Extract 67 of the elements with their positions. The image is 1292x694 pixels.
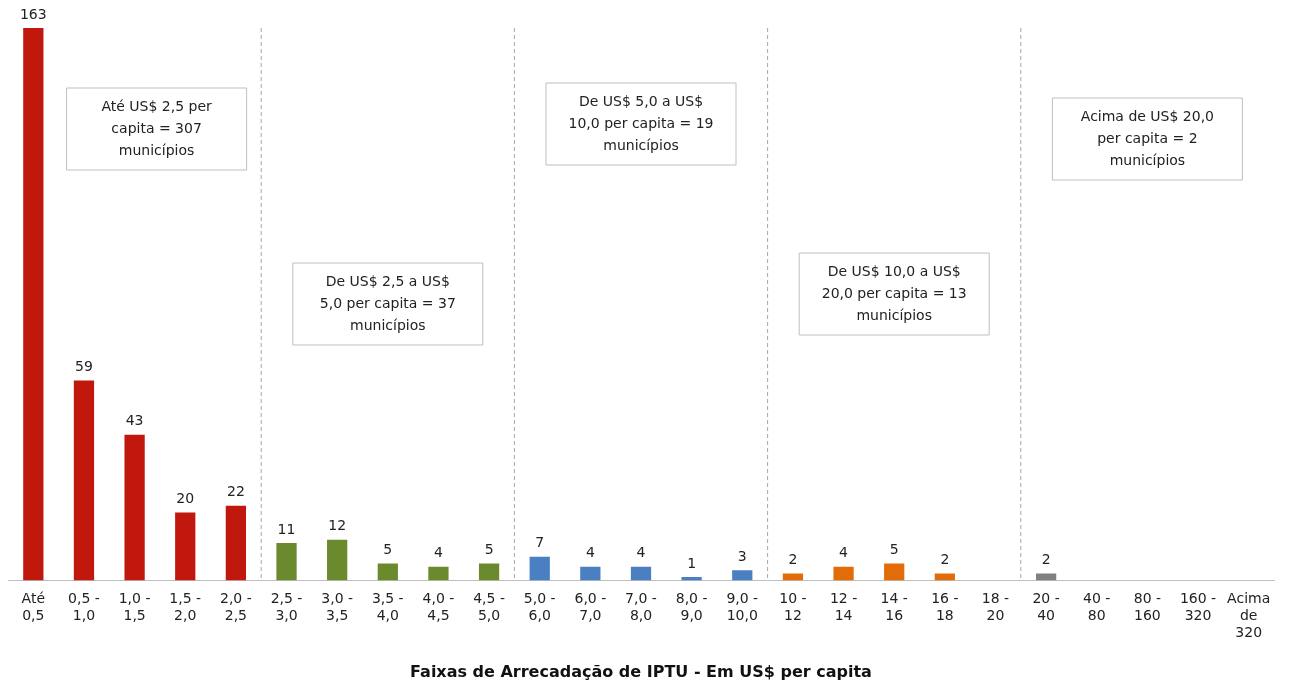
- x-tick-label: 14 - 16: [880, 590, 908, 624]
- x-tick-label: 20 - 40: [1032, 590, 1060, 624]
- bar: [580, 566, 601, 581]
- bar: [884, 563, 905, 581]
- x-tick-label: 3,0 - 3,5: [321, 590, 354, 624]
- bar: [529, 556, 550, 581]
- bar: [73, 380, 95, 581]
- data-label: 59: [75, 358, 93, 375]
- bar: [428, 566, 449, 581]
- annotation: De US$ 10,0 a US$ 20,0 per capita = 13 municípios: [821, 262, 967, 323]
- bar: [630, 566, 652, 581]
- bar: [124, 434, 145, 581]
- data-label: 22: [226, 483, 245, 500]
- x-tick-label: 40 - 80: [1083, 590, 1111, 624]
- x-tick-label: 0,5 - 1,0: [68, 590, 100, 624]
- data-label: 7: [535, 534, 545, 551]
- x-tick-label: Acima de 320: [1227, 590, 1271, 641]
- x-tick-label: 1,0 - 1,5: [118, 590, 151, 624]
- x-tick-label: 8,0 - 9,0: [675, 590, 708, 624]
- x-tick-label: 4,0 - 4,5: [422, 590, 455, 624]
- data-label: 2: [788, 551, 798, 568]
- bar: [833, 566, 854, 581]
- bar: [225, 505, 247, 581]
- x-tick-label: 2,5 - 3,0: [270, 590, 303, 624]
- annotation: Acima de US$ 20,0 per capita = 2 municípios: [1080, 107, 1214, 168]
- bar: [276, 543, 297, 581]
- data-label: 12: [328, 517, 347, 534]
- data-label: 4: [433, 544, 443, 561]
- bar: [23, 28, 44, 581]
- data-label: 20: [176, 490, 195, 507]
- x-tick-label: 4,5 - 5,0: [473, 590, 505, 624]
- data-label: 4: [839, 544, 849, 561]
- x-tick-label: 160 - 320: [1179, 590, 1217, 624]
- x-tick-label: 80 - 160: [1133, 590, 1162, 624]
- x-tick-label: 9,0 - 10,0: [726, 590, 759, 624]
- bar: [377, 563, 398, 581]
- x-tick-label: 7,0 - 8,0: [625, 590, 657, 624]
- x-tick-label: 2,0 - 2,5: [219, 590, 252, 624]
- data-label: 2: [1041, 551, 1051, 568]
- data-label: 163: [19, 5, 47, 22]
- bar: [175, 512, 196, 581]
- x-tick-label: 12 - 14: [829, 590, 858, 624]
- x-axis-title: Faixas de Arrecadação de IPTU - Em US$ per capita: [410, 661, 872, 681]
- data-label: 5: [383, 541, 393, 558]
- bar: [327, 539, 348, 581]
- data-label: 1: [687, 554, 697, 571]
- x-tick-label: Até 0,5: [21, 590, 46, 624]
- x-tick-label: 6,0 - 7,0: [574, 590, 607, 624]
- data-label: 4: [636, 544, 646, 561]
- x-tick-label: 3,5 - 4,0: [371, 590, 404, 624]
- data-label: 4: [585, 544, 595, 561]
- x-tick-label: 5,0 - 6,0: [523, 590, 556, 624]
- data-label: 43: [125, 412, 144, 429]
- bar: [478, 563, 500, 581]
- x-tick-label: 10 - 12: [779, 590, 807, 624]
- annotation: De US$ 5,0 a US$ 10,0 per capita = 19 municípios: [568, 92, 714, 153]
- data-label: 3: [737, 547, 747, 564]
- data-label: 5: [484, 541, 494, 558]
- x-tick-label: 1,5 - 2,0: [169, 590, 202, 624]
- x-tick-label: 16 - 18: [931, 590, 959, 624]
- data-label: 5: [889, 541, 899, 558]
- annotation: Até US$ 2,5 per capita = 307 municípios: [101, 97, 213, 158]
- annotation: De US$ 2,5 a US$ 5,0 per capita = 37 municípios: [319, 272, 456, 333]
- data-label: 2: [940, 551, 950, 568]
- data-label: 11: [277, 520, 296, 537]
- bar: [732, 570, 753, 581]
- x-tick-label: 18 - 20: [981, 590, 1010, 624]
